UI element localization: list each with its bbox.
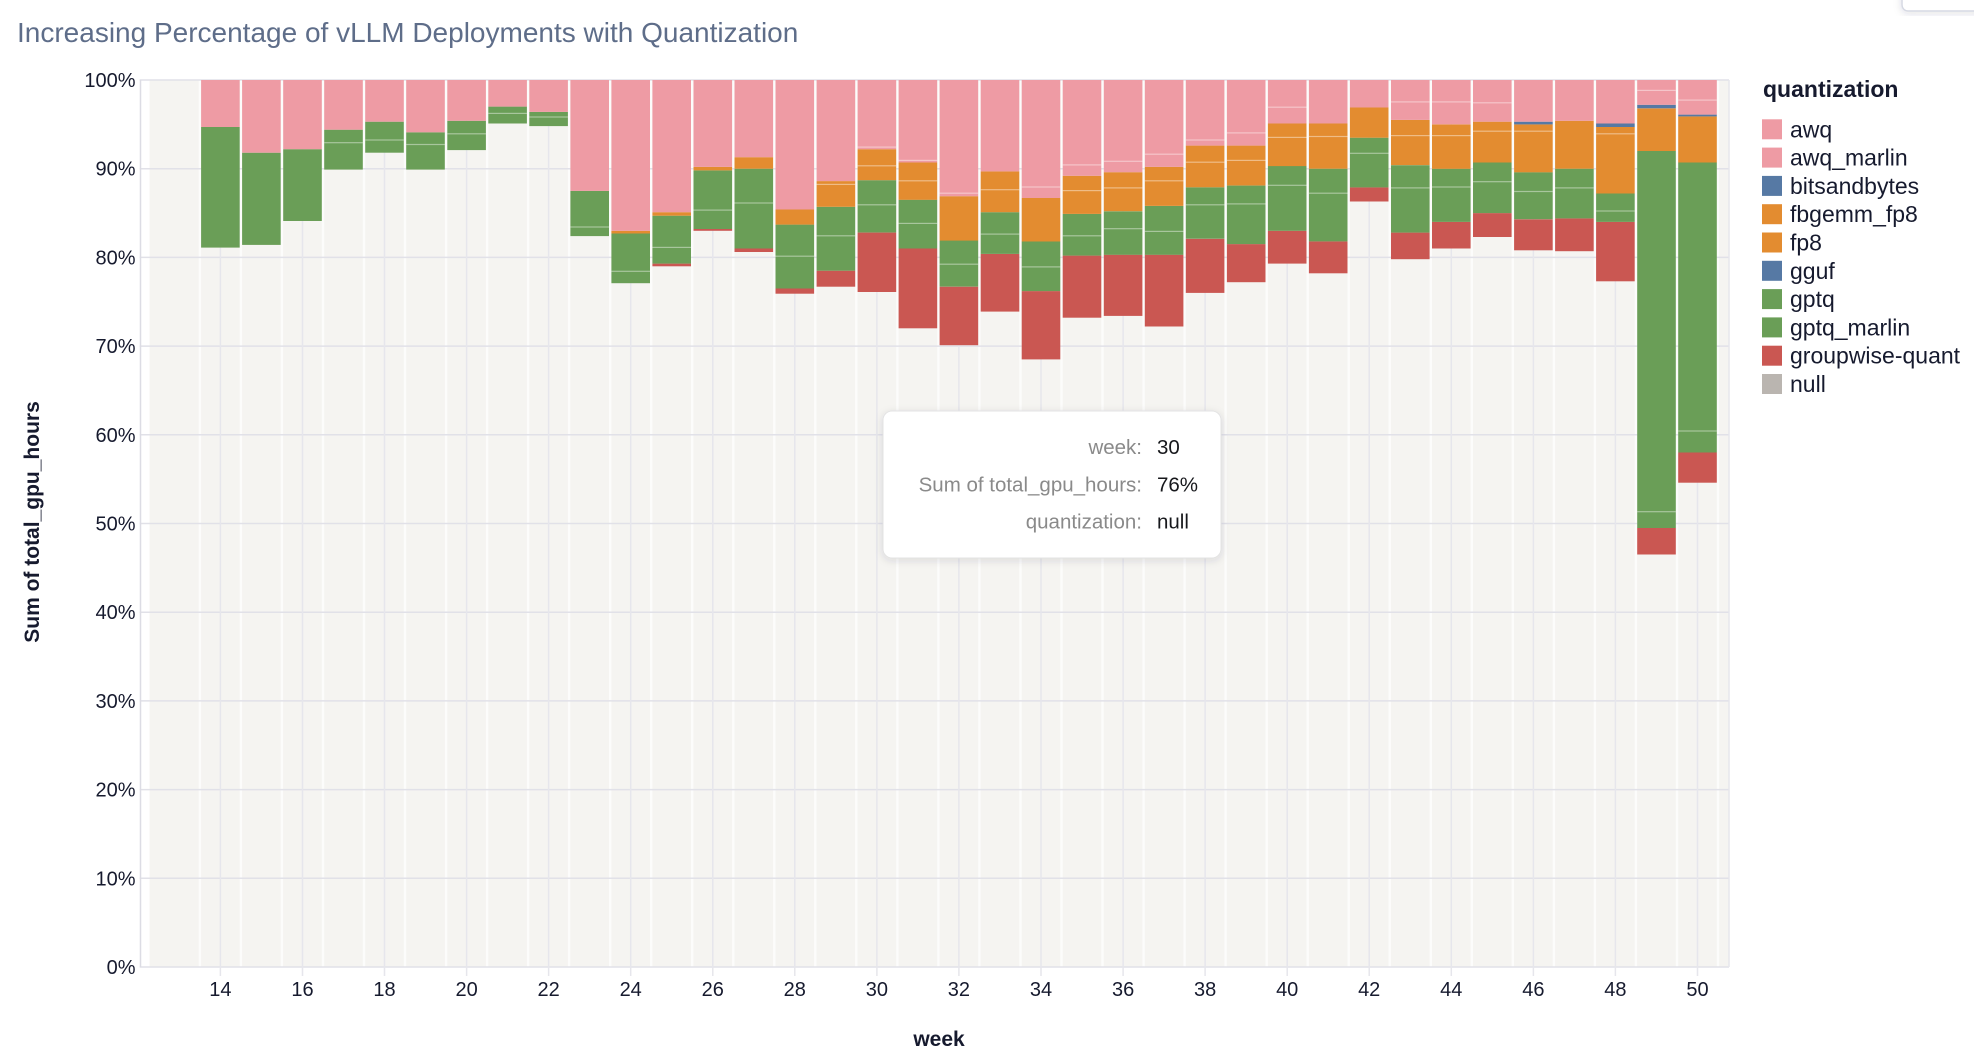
svg-text:gptq_marlin: gptq_marlin: [1790, 314, 1910, 340]
svg-text:36: 36: [1112, 979, 1134, 1001]
svg-text:48: 48: [1604, 979, 1626, 1001]
svg-text:bitsandbytes: bitsandbytes: [1790, 173, 1919, 199]
svg-text:40%: 40%: [95, 602, 135, 624]
svg-text:50%: 50%: [95, 514, 135, 536]
svg-text:groupwise-quant: groupwise-quant: [1790, 343, 1961, 369]
svg-text:null: null: [1790, 371, 1826, 397]
svg-text:fbgemm_fp8: fbgemm_fp8: [1790, 201, 1918, 227]
svg-text:100%: 100%: [84, 70, 135, 92]
svg-text:16: 16: [291, 979, 313, 1001]
svg-text:42: 42: [1358, 979, 1380, 1001]
svg-text:gptq: gptq: [1790, 286, 1835, 312]
svg-text:26: 26: [702, 979, 724, 1001]
svg-text:quantization:: quantization:: [1026, 511, 1142, 534]
svg-text:null: null: [1157, 511, 1189, 534]
svg-text:76%: 76%: [1157, 474, 1198, 497]
svg-text:40: 40: [1276, 979, 1298, 1001]
svg-text:32: 32: [948, 979, 970, 1001]
svg-text:38: 38: [1194, 979, 1216, 1001]
svg-text:30: 30: [866, 979, 888, 1001]
svg-text:34: 34: [1030, 979, 1052, 1001]
svg-text:14: 14: [209, 979, 231, 1001]
svg-text:70%: 70%: [95, 336, 135, 358]
svg-text:week: week: [912, 1028, 965, 1051]
svg-text:quantization: quantization: [1763, 76, 1898, 102]
svg-text:18: 18: [373, 979, 395, 1001]
svg-text:Increasing Percentage of vLLM: Increasing Percentage of vLLM Deployment…: [17, 17, 798, 48]
svg-text:fp8: fp8: [1790, 230, 1822, 256]
svg-text:20%: 20%: [95, 780, 135, 802]
svg-text:0%: 0%: [107, 957, 136, 979]
svg-text:46: 46: [1522, 979, 1544, 1001]
svg-text:60%: 60%: [95, 425, 135, 447]
svg-text:50: 50: [1686, 979, 1708, 1001]
svg-text:90%: 90%: [95, 159, 135, 181]
svg-text:gguf: gguf: [1790, 258, 1835, 284]
svg-text:Sum of total_gpu_hours:: Sum of total_gpu_hours:: [919, 474, 1142, 497]
svg-text:24: 24: [620, 979, 642, 1001]
svg-text:awq_marlin: awq_marlin: [1790, 145, 1908, 171]
svg-text:awq: awq: [1790, 116, 1832, 142]
svg-text:80%: 80%: [95, 247, 135, 269]
svg-text:22: 22: [537, 979, 559, 1001]
svg-text:10%: 10%: [95, 868, 135, 890]
svg-text:44: 44: [1440, 979, 1462, 1001]
svg-text:Sum of total_gpu_hours: Sum of total_gpu_hours: [21, 401, 44, 643]
svg-text:30: 30: [1157, 436, 1180, 459]
svg-text:30%: 30%: [95, 691, 135, 713]
svg-text:28: 28: [784, 979, 806, 1001]
svg-text:week:: week:: [1087, 436, 1142, 459]
svg-text:20: 20: [455, 979, 477, 1001]
